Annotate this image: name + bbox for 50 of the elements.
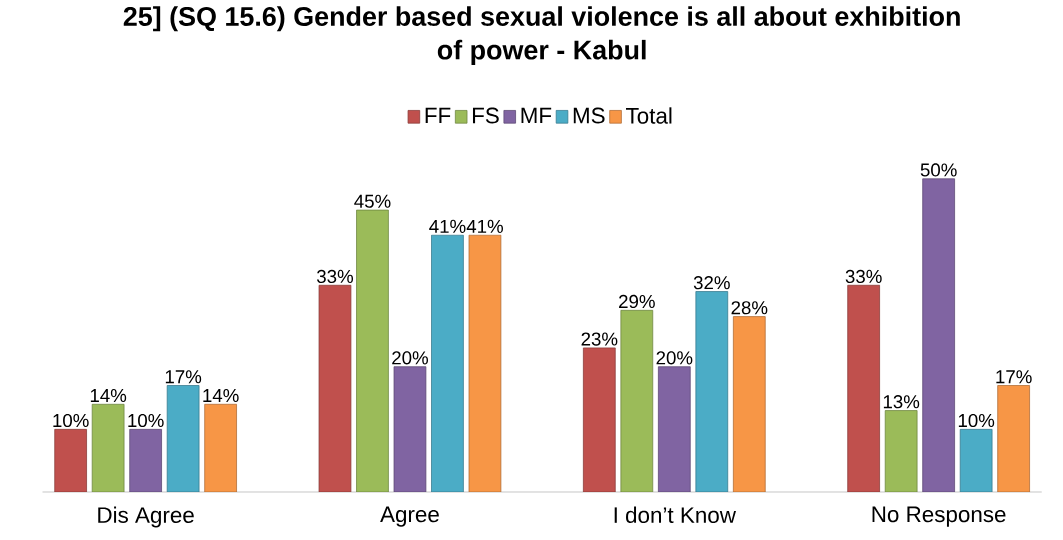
legend-label: Total bbox=[626, 107, 672, 124]
bar bbox=[884, 410, 918, 493]
legend-label: FS bbox=[472, 107, 499, 124]
x-tick-label: Dis Agree bbox=[98, 506, 194, 528]
data-label: 14% bbox=[90, 389, 127, 403]
x-tick-label: Agree bbox=[380, 506, 439, 527]
bar bbox=[959, 429, 993, 493]
bar bbox=[166, 385, 200, 493]
bar bbox=[922, 178, 955, 493]
data-label: 23% bbox=[581, 332, 618, 346]
bar bbox=[356, 209, 389, 493]
data-label: 41% bbox=[429, 219, 466, 234]
bar bbox=[847, 284, 880, 493]
legend-label: MF bbox=[521, 107, 552, 124]
bar bbox=[997, 385, 1030, 493]
bar bbox=[657, 366, 691, 493]
x-tick-label: No Response bbox=[872, 506, 1006, 527]
bar bbox=[695, 291, 729, 493]
data-label: 17% bbox=[996, 370, 1032, 384]
data-label: 29% bbox=[619, 294, 655, 309]
data-label: 41% bbox=[466, 219, 503, 234]
bar bbox=[582, 347, 616, 493]
data-label: 17% bbox=[165, 370, 202, 384]
data-label: 14% bbox=[203, 389, 239, 403]
data-label: 10% bbox=[53, 413, 89, 428]
data-label: 10% bbox=[958, 413, 995, 428]
bar bbox=[620, 310, 654, 493]
chart-title: 25] (SQ 15.6) Gender based sexual violence is all about exhibition of power - Kabul bbox=[123, 6, 960, 66]
bar bbox=[54, 429, 87, 493]
bar bbox=[129, 429, 162, 493]
data-label: 28% bbox=[731, 301, 768, 315]
data-label: 10% bbox=[128, 413, 164, 428]
data-label: 20% bbox=[656, 351, 693, 365]
data-label: 32% bbox=[693, 276, 730, 290]
bar bbox=[431, 234, 464, 493]
data-label: 33% bbox=[316, 269, 354, 284]
legend-label: MS bbox=[573, 107, 605, 124]
legend-label: FF bbox=[425, 107, 451, 124]
data-label: 33% bbox=[845, 269, 882, 284]
bar bbox=[204, 403, 237, 493]
data-label: 45% bbox=[354, 194, 391, 208]
bar bbox=[393, 366, 427, 493]
bar bbox=[318, 284, 352, 493]
data-label: 50% bbox=[920, 163, 957, 177]
x-tick-label: I don’t Know bbox=[614, 506, 736, 524]
data-label: 13% bbox=[883, 395, 920, 409]
bar bbox=[468, 234, 502, 493]
bar bbox=[91, 403, 125, 493]
bar bbox=[732, 316, 766, 493]
data-label: 20% bbox=[392, 351, 429, 365]
